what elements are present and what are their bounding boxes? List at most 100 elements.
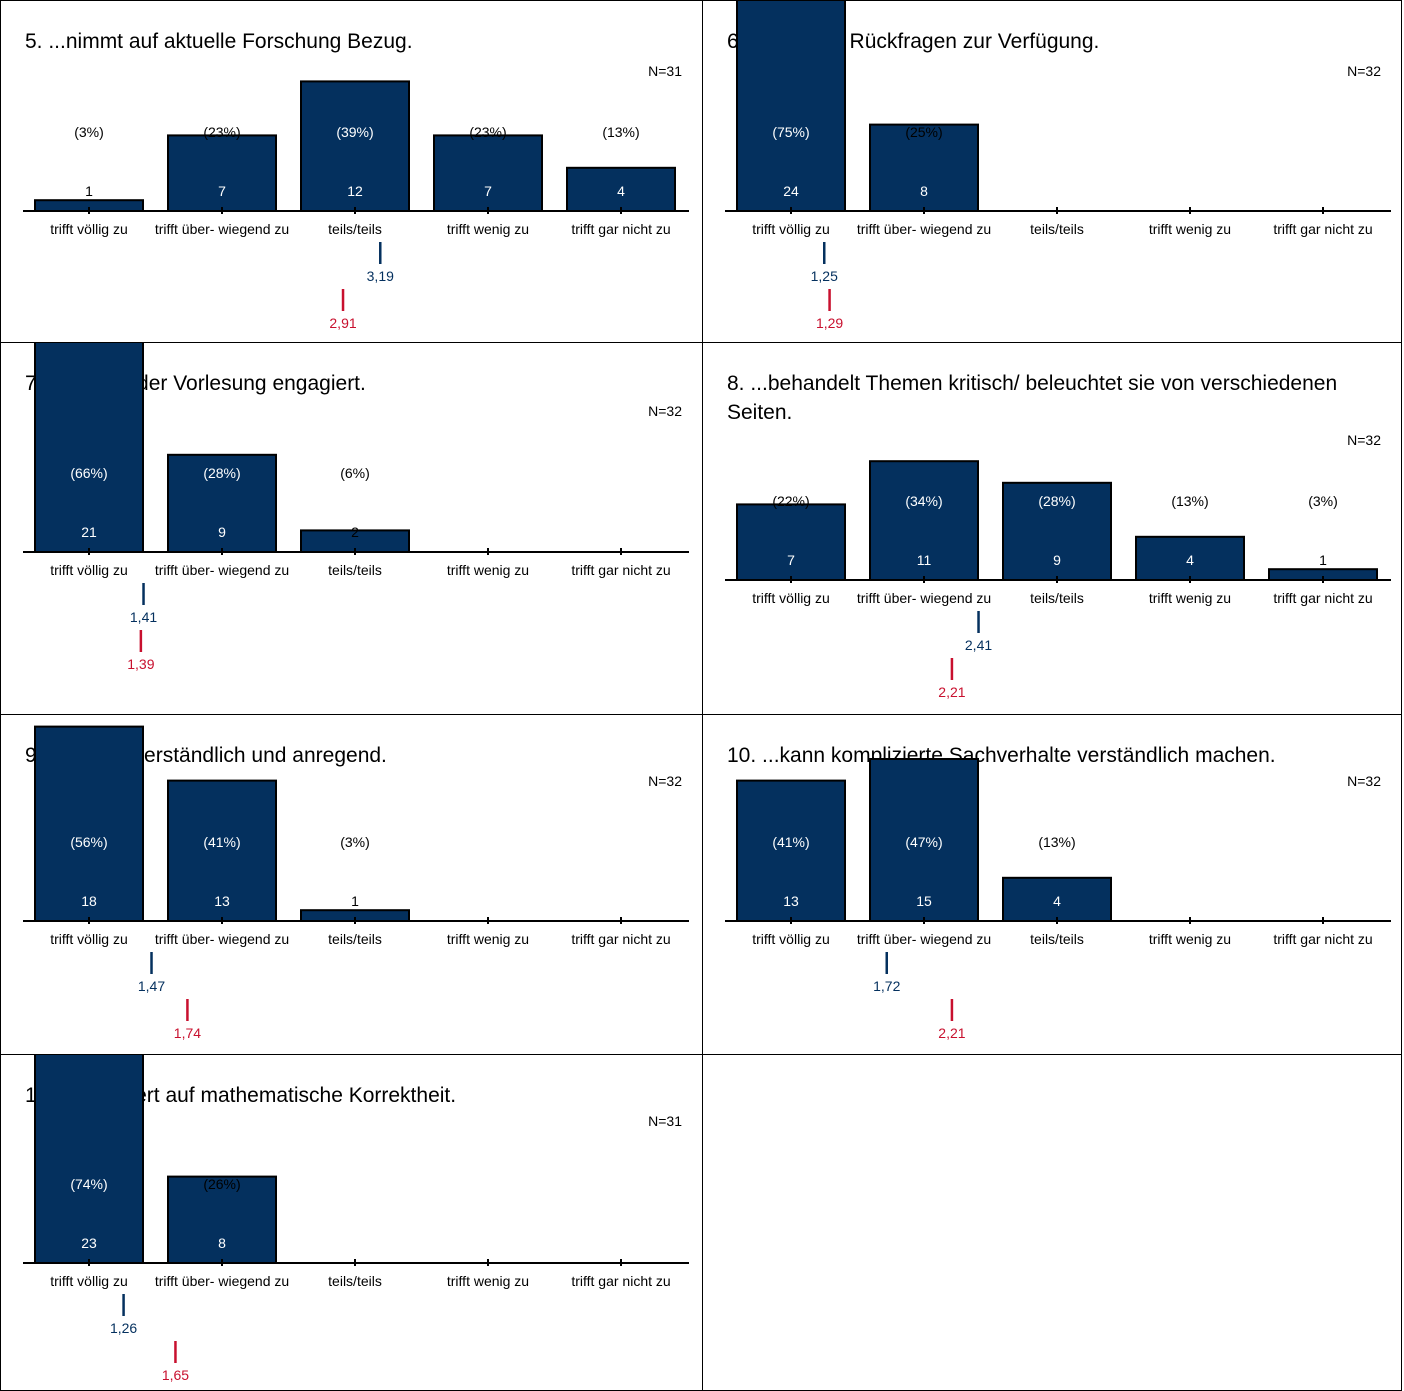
bar bbox=[167, 1175, 277, 1264]
bar bbox=[736, 503, 846, 581]
mean-marker-current-label: 1,47 bbox=[138, 978, 165, 994]
category-label: teils/teils bbox=[1030, 931, 1084, 947]
mean-marker-current-label: 1,72 bbox=[873, 978, 900, 994]
bar-chart-11: 23 (74%) trifft völlig zu 8 (26%) trifft über… bbox=[23, 1055, 689, 1383]
percent-label: (25%) bbox=[905, 124, 942, 140]
category-label: teils/teils bbox=[1030, 590, 1084, 606]
mean-marker-previous-label: 1,29 bbox=[816, 315, 843, 331]
category-label: trifft gar nicht zu bbox=[571, 562, 670, 578]
count-label: 23 bbox=[81, 1235, 97, 1251]
category-label: trifft über- wiegend zu bbox=[155, 1273, 289, 1289]
category-label: trifft wenig zu bbox=[447, 562, 529, 578]
category-label: trifft gar nicht zu bbox=[571, 221, 670, 237]
percent-label: (28%) bbox=[1038, 493, 1075, 509]
category-label: teils/teils bbox=[328, 221, 382, 237]
percent-label: (23%) bbox=[203, 124, 240, 140]
percent-label: (26%) bbox=[203, 1176, 240, 1192]
sample-size: N=32 bbox=[1347, 63, 1381, 79]
bar bbox=[167, 779, 277, 922]
category-label: trifft völlig zu bbox=[752, 931, 830, 947]
category-label: teils/teils bbox=[1030, 221, 1084, 237]
percent-label: (13%) bbox=[1171, 493, 1208, 509]
bar-chart-10: 13 (41%) trifft völlig zu 15 (47%) trifft übe… bbox=[725, 758, 1391, 1041]
bar bbox=[869, 460, 979, 581]
bar bbox=[869, 123, 979, 212]
category-label: trifft wenig zu bbox=[1149, 590, 1231, 606]
percent-label: (13%) bbox=[1038, 834, 1075, 850]
count-label: 7 bbox=[787, 552, 795, 568]
bar bbox=[34, 1055, 144, 1264]
percent-label: (3%) bbox=[340, 834, 370, 850]
chart-panel-10: 10. ...kann komplizierte Sachverhalte ve… bbox=[702, 714, 1402, 1055]
category-label: trifft gar nicht zu bbox=[571, 931, 670, 947]
category-label: trifft völlig zu bbox=[50, 562, 128, 578]
category-label: trifft wenig zu bbox=[1149, 221, 1231, 237]
category-label: teils/teils bbox=[328, 1273, 382, 1289]
count-label: 7 bbox=[484, 183, 492, 199]
bar bbox=[433, 134, 543, 212]
percent-label: (28%) bbox=[203, 465, 240, 481]
bar bbox=[34, 725, 144, 922]
count-label: 4 bbox=[617, 183, 625, 199]
count-label: 12 bbox=[347, 183, 363, 199]
mean-marker-previous-label: 2,21 bbox=[938, 684, 965, 700]
sample-size: N=32 bbox=[1347, 432, 1381, 448]
count-label: 24 bbox=[783, 183, 799, 199]
count-label: 8 bbox=[218, 1235, 226, 1251]
percent-label: (3%) bbox=[74, 124, 104, 140]
bar bbox=[1002, 876, 1112, 923]
category-label: trifft gar nicht zu bbox=[571, 1273, 670, 1289]
bar bbox=[736, 1, 846, 213]
count-label: 7 bbox=[218, 183, 226, 199]
sample-size: N=32 bbox=[1347, 773, 1381, 789]
category-label: teils/teils bbox=[328, 562, 382, 578]
bar bbox=[869, 758, 979, 922]
percent-label: (34%) bbox=[905, 493, 942, 509]
count-label: 1 bbox=[351, 893, 359, 909]
bar bbox=[34, 343, 144, 554]
chart-title: 8. ...behandelt Themen kritisch/ beleuch… bbox=[727, 372, 1338, 424]
category-label: trifft gar nicht zu bbox=[1273, 221, 1372, 237]
chart-panel-11: 11. ...legt Wert auf mathematische Korre… bbox=[0, 1054, 703, 1391]
sample-size: N=31 bbox=[648, 1113, 682, 1129]
count-label: 11 bbox=[917, 552, 932, 568]
mean-marker-current-label: 1,26 bbox=[110, 1320, 137, 1336]
percent-label: (23%) bbox=[469, 124, 506, 140]
percent-label: (66%) bbox=[70, 465, 107, 481]
category-label: trifft wenig zu bbox=[447, 221, 529, 237]
bar bbox=[300, 80, 410, 213]
category-label: trifft völlig zu bbox=[752, 590, 830, 606]
chart-panel-7: 7. ...wirkt in der Vorlesung engagiert. … bbox=[0, 342, 703, 715]
chart-panel-8: 8. ...behandelt Themen kritisch/ beleuch… bbox=[702, 342, 1402, 715]
percent-label: (56%) bbox=[70, 834, 107, 850]
percent-label: (39%) bbox=[336, 124, 373, 140]
category-label: trifft wenig zu bbox=[447, 1273, 529, 1289]
chart-panel-5: 5. ...nimmt auf aktuelle Forschung Bezug… bbox=[0, 0, 703, 343]
bar-chart-8: 7 (22%) trifft völlig zu 11 (34%) trifft über… bbox=[725, 460, 1391, 700]
category-label: teils/teils bbox=[328, 931, 382, 947]
count-label: 15 bbox=[916, 893, 932, 909]
category-label: trifft über- wiegend zu bbox=[857, 221, 991, 237]
mean-marker-current-label: 3,19 bbox=[367, 268, 394, 284]
category-label: trifft über- wiegend zu bbox=[857, 931, 991, 947]
chart-panel-6: 6. ...steht für Rückfragen zur Verfügung… bbox=[702, 0, 1402, 343]
count-label: 4 bbox=[1053, 893, 1061, 909]
count-label: 2 bbox=[351, 524, 359, 540]
bar-chart-6: 24 (75%) trifft völlig zu 8 (25%) trifft über… bbox=[725, 1, 1391, 331]
category-label: trifft völlig zu bbox=[50, 221, 128, 237]
mean-marker-previous-label: 2,91 bbox=[329, 315, 356, 331]
mean-marker-previous-label: 2,21 bbox=[938, 1025, 965, 1041]
percent-label: (22%) bbox=[772, 493, 809, 509]
percent-label: (74%) bbox=[70, 1176, 107, 1192]
mean-marker-current-label: 2,41 bbox=[965, 637, 992, 653]
count-label: 8 bbox=[920, 183, 928, 199]
bar bbox=[736, 779, 846, 922]
mean-marker-current-label: 1,41 bbox=[130, 609, 157, 625]
mean-marker-previous-label: 1,65 bbox=[162, 1367, 189, 1383]
chart-title: 10. ...kann komplizierte Sachverhalte ve… bbox=[727, 744, 1276, 767]
category-label: trifft völlig zu bbox=[752, 221, 830, 237]
percent-label: (75%) bbox=[772, 124, 809, 140]
category-label: trifft wenig zu bbox=[447, 931, 529, 947]
bar-chart-7: 21 (66%) trifft völlig zu 9 (28%) trifft über… bbox=[23, 343, 689, 672]
bar-chart-5: 1 (3%) trifft völlig zu 7 (23%) trifft über- … bbox=[23, 80, 689, 331]
